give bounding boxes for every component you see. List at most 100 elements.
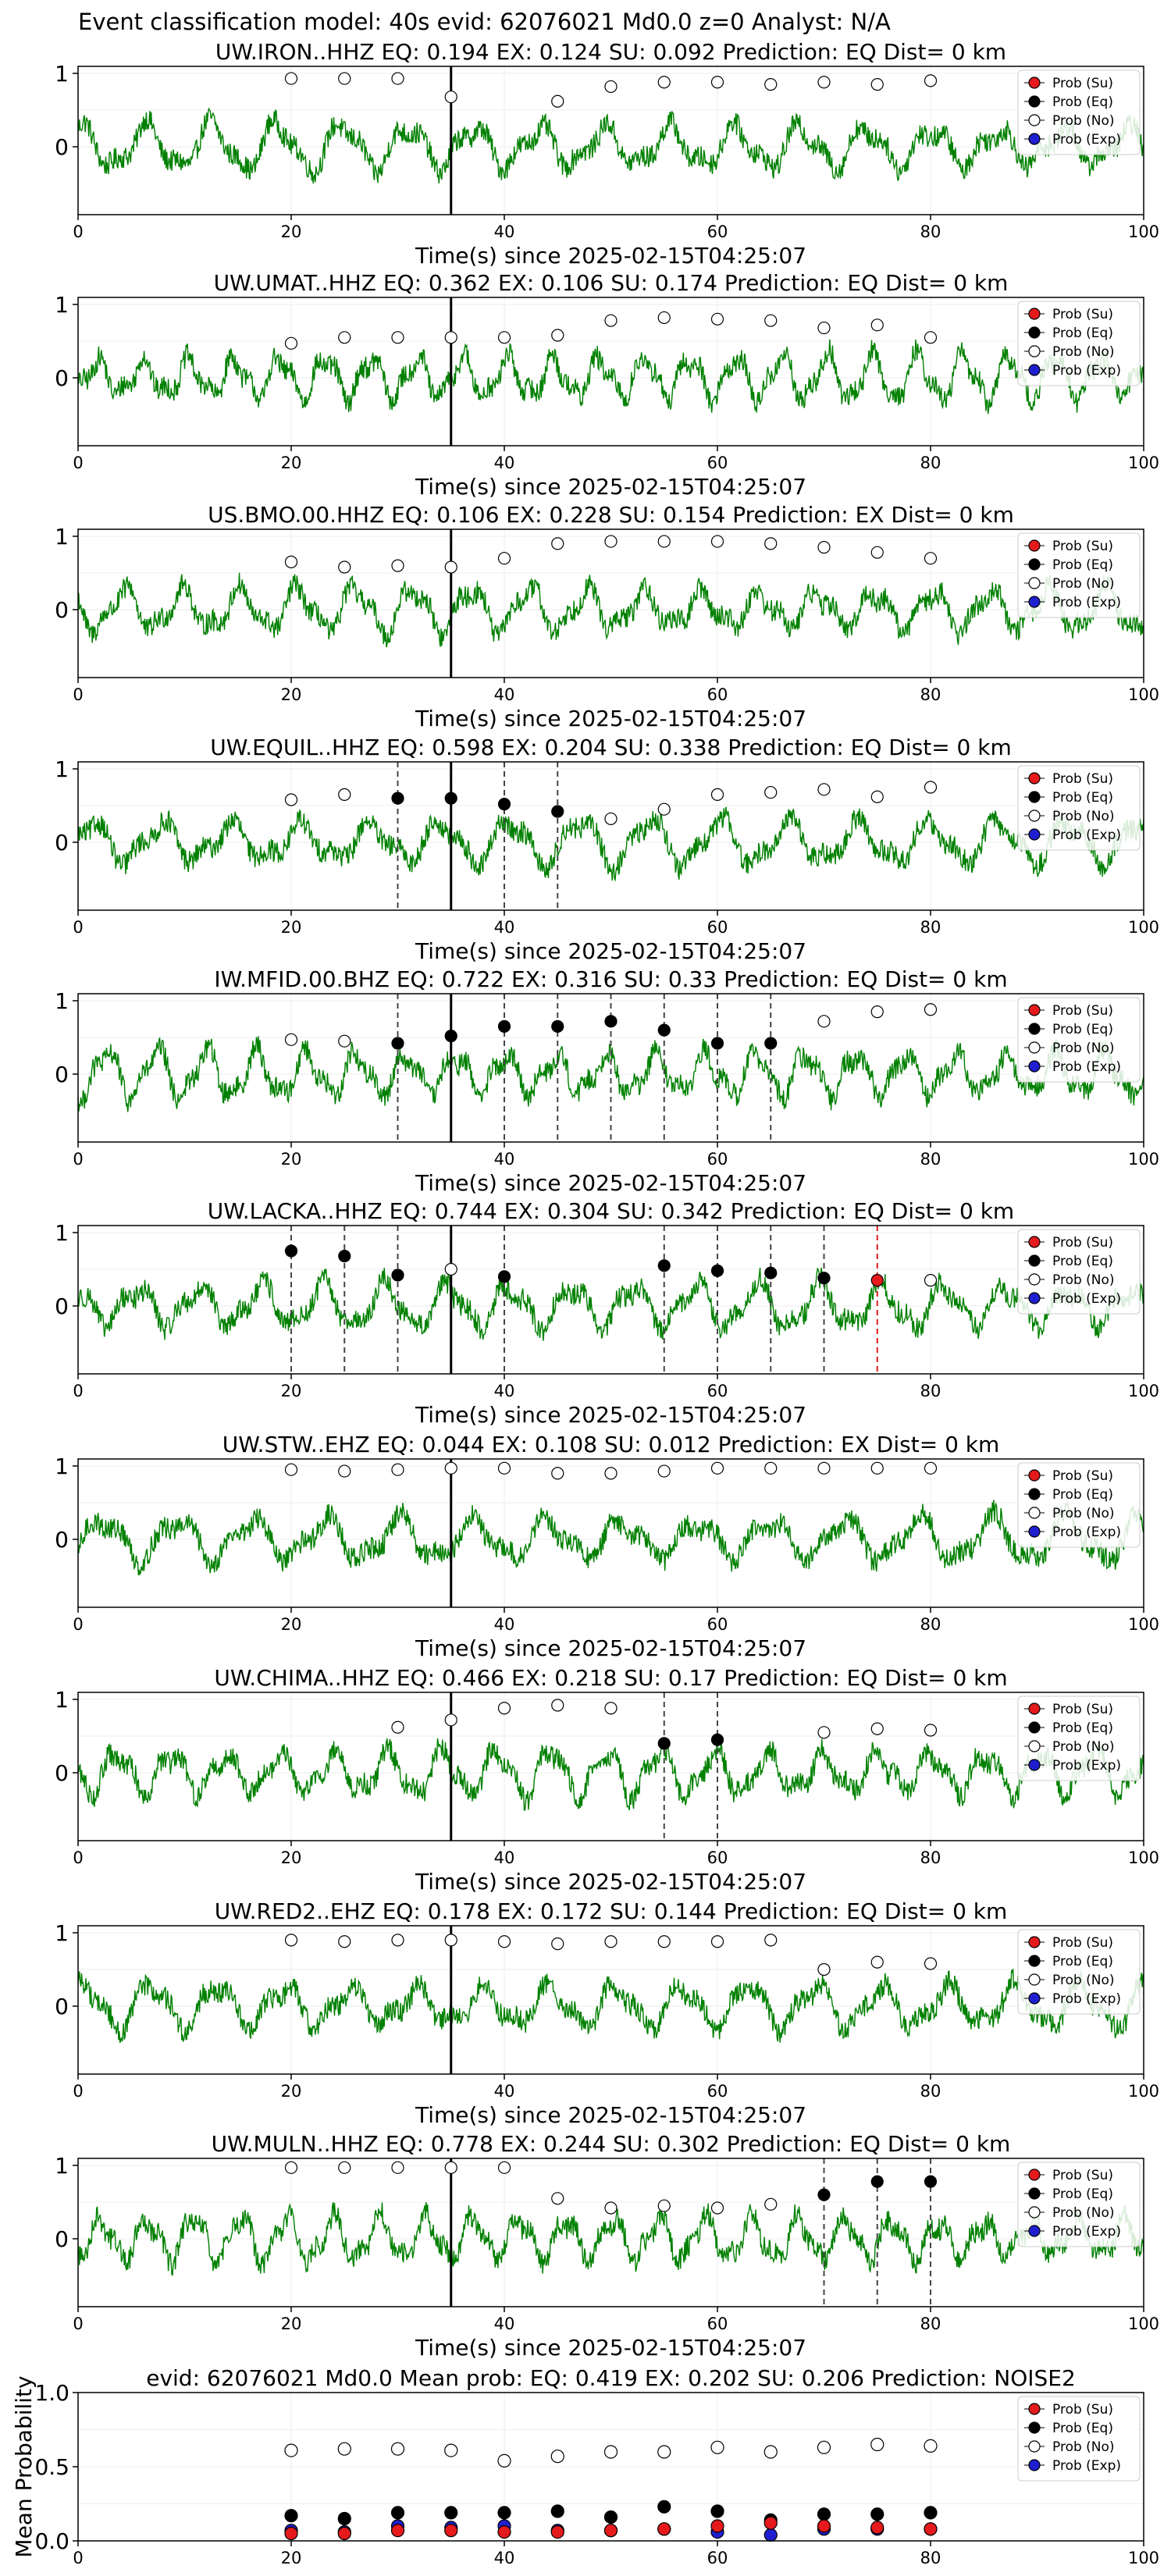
legend-marker-su [1028,772,1041,785]
prob-marker-no [444,1262,457,1276]
legend-label: Prob (Exp) [1052,1525,1121,1540]
prob-marker-no [391,331,404,344]
mean-marker-eq [657,2500,671,2514]
x-axis-label: Time(s) since 2025-02-15T04:25:07 [415,1869,806,1895]
legend-marker-no [1028,2440,1041,2453]
prob-marker-no [710,312,724,326]
x-tick-label: 60 [707,1848,728,1867]
x-tick-label: 40 [494,685,515,704]
legend-box [1017,69,1141,155]
mean-marker-no [497,2453,511,2467]
legend-label: Prob (No) [1052,1506,1115,1521]
prob-marker-no [444,560,457,574]
prob-marker-no [924,74,938,87]
x-tick-label: 100 [1128,2314,1159,2333]
panel-title: UW.MULN..HHZ EQ: 0.778 EX: 0.244 SU: 0.3… [212,2131,1011,2157]
prob-marker-no [391,559,404,572]
y-axis-label: Mean Probability [11,2375,37,2557]
y-tick-label: 0 [55,2226,69,2252]
legend-marker-su [1028,539,1041,552]
legend-label: Prob (Eq) [1052,326,1113,341]
legend-label: Prob (No) [1052,809,1115,824]
y-tick-label: 0 [55,1527,69,1553]
prob-marker-no [870,790,884,803]
prob-marker-no [284,336,298,350]
mean-marker-no [763,2445,778,2459]
x-tick-label: 20 [281,2549,302,2567]
prob-marker-no [284,72,298,85]
prob-marker-no [497,331,511,344]
legend-label: Prob (Su) [1052,76,1113,91]
x-tick-label: 0 [73,918,83,937]
legend-box [1017,532,1141,618]
legend-marker-exp [1028,1759,1041,1771]
x-tick-label: 80 [920,1848,941,1867]
y-tick-label: 0 [55,1062,69,1087]
x-tick-label: 100 [1128,2549,1159,2567]
mean-marker-su [337,2526,351,2541]
prob-marker-no [924,1003,938,1016]
x-axis-label: Time(s) since 2025-02-15T04:25:07 [415,706,806,731]
prob-marker-no [497,1935,511,1948]
legend-label: Prob (Eq) [1052,1720,1113,1736]
prob-marker-eq [497,798,511,811]
legend-marker-eq [1028,1023,1041,1035]
prob-marker-no [657,1935,671,1948]
legend-box [1017,301,1141,386]
legend: Prob (Su) Prob (Eq) Prob (No) Prob (Exp) [1017,69,1141,155]
axes-frame [77,993,1144,1143]
x-tick-label: 0 [73,1150,83,1169]
prob-marker-no [924,781,938,794]
prob-marker-no [817,1962,831,1976]
mean-marker-no [550,2450,564,2464]
prob-marker-eq [284,1244,298,1258]
prob-marker-no [657,76,671,89]
prob-marker-eq [551,805,564,818]
prob-marker-no [710,2201,724,2215]
x-axis-label: Time(s) since 2025-02-15T04:25:07 [415,2102,806,2128]
mean-marker-eq [444,2506,458,2520]
panel-1: UW.IRON..HHZ EQ: 0.194 EX: 0.124 SU: 0.0… [55,39,1159,269]
prob-marker-no [284,793,298,806]
prob-marker-no [710,1935,724,1948]
x-tick-label: 20 [281,1150,302,1169]
legend-label: Prob (Su) [1052,307,1113,322]
x-tick-label: 100 [1128,454,1159,472]
mean-marker-eq [337,2511,351,2526]
waveform-trace [77,1737,1144,1811]
x-tick-label: 60 [707,1150,728,1169]
x-tick-label: 100 [1128,685,1159,704]
prob-marker-no [284,1463,298,1476]
prob-marker-no [338,1935,351,1948]
axes-frame [77,66,1144,215]
legend-label: Prob (Su) [1052,2168,1113,2183]
x-tick-label: 40 [494,1615,515,1634]
x-axis-label: Time(s) since 2025-02-15T04:25:07 [415,1402,806,1428]
legend-label: Prob (Eq) [1052,2421,1113,2436]
legend: Prob (Su) Prob (Eq) Prob (No) Prob (Exp) [1017,1695,1141,1781]
prob-marker-no [338,72,351,85]
prob-marker-no [284,1934,298,1947]
prob-marker-eq [817,1272,831,1285]
legend-marker-eq [1028,2187,1041,2200]
legend-marker-su [1028,1703,1041,1715]
prob-marker-no [817,1015,831,1028]
mean-marker-su [390,2524,405,2538]
legend-marker-exp [1028,2459,1041,2471]
axes-frame [77,297,1144,447]
legend-label: Prob (Exp) [1052,595,1121,610]
mean-marker-no [657,2445,671,2459]
prob-marker-no [817,783,831,796]
axes-frame [77,2158,1144,2307]
y-tick-label: 0 [55,134,69,160]
legend: Prob (Su) Prob (Eq) Prob (No) Prob (Exp) [1017,2161,1141,2247]
panel-8: UW.CHIMA..HHZ EQ: 0.466 EX: 0.218 SU: 0.… [55,1665,1159,1895]
x-tick-label: 0 [73,222,83,241]
legend-label: Prob (Exp) [1052,1991,1121,2007]
prob-marker-no [817,76,831,89]
legend-label: Prob (Eq) [1052,94,1113,110]
prob-marker-no [710,1461,724,1475]
prob-marker-eq [497,1270,511,1283]
prob-marker-no [338,1464,351,1478]
